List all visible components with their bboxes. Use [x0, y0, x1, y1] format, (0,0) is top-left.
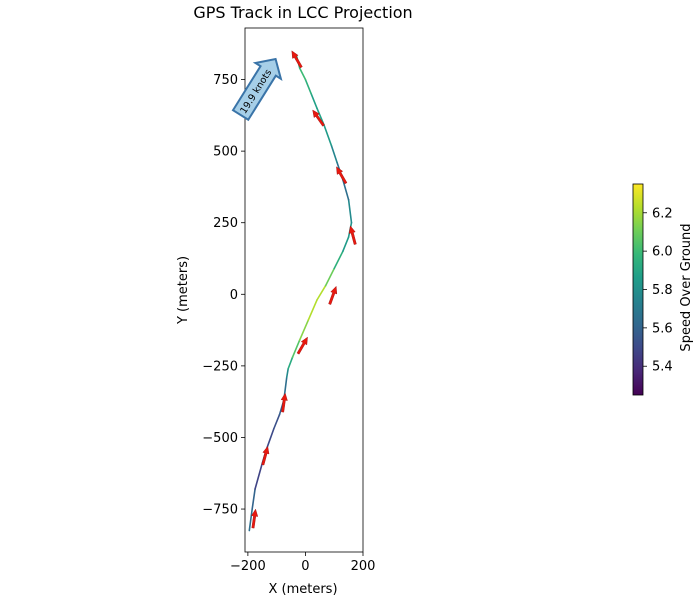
track-segment: [324, 267, 336, 287]
y-axis-label: Y (meters): [176, 256, 191, 325]
colorbar-tick-label: 5.4: [652, 360, 673, 375]
y-axis-ticks: −750 −500 −250 0 250 500 750: [202, 73, 245, 518]
y-tick-label: −500: [202, 431, 238, 446]
heading-arrow: [261, 445, 270, 466]
track-segment: [287, 356, 294, 370]
x-axis-ticks: −200 0 200: [230, 552, 375, 574]
colorbar-tick-label: 5.8: [652, 283, 673, 298]
speed-arrow-shape: [231, 57, 283, 122]
colorbar-tick-label: 6.0: [652, 245, 673, 260]
track-segment: [323, 124, 333, 147]
chart-title: GPS Track in LCC Projection: [193, 3, 412, 22]
heading-arrow: [291, 50, 303, 69]
y-tick-label: 750: [213, 73, 238, 88]
colorbar: 5.4 5.6 5.8 6.0 6.2 Speed Over Ground: [632, 183, 694, 396]
track-segment: [272, 413, 281, 430]
colorbar-tick-label: 6.2: [652, 206, 673, 221]
track-segment: [316, 284, 327, 301]
heading-arrow: [328, 285, 338, 305]
track-segment: [248, 508, 253, 532]
track-segment: [298, 319, 310, 341]
colorbar-ticks: 5.4 5.6 5.8 6.0 6.2: [643, 206, 673, 375]
heading-arrow: [336, 166, 348, 185]
x-axis-label: X (meters): [268, 582, 337, 597]
track-segment: [310, 93, 318, 109]
track-segment: [304, 78, 312, 95]
track-segment: [265, 428, 275, 450]
y-tick-label: 0: [230, 288, 238, 303]
heading-arrow: [348, 225, 357, 245]
heading-arrow: [296, 336, 308, 355]
track-segment: [330, 144, 338, 164]
track-segment: [347, 199, 353, 224]
x-tick-label: 200: [351, 559, 376, 574]
track-segment: [333, 250, 344, 270]
track-segment: [342, 236, 350, 253]
y-tick-label: −750: [202, 503, 238, 518]
colorbar-label: Speed Over Ground: [679, 223, 694, 351]
y-tick-label: −250: [202, 359, 238, 374]
track-segment: [251, 488, 256, 510]
track-segment: [342, 178, 350, 201]
heading-arrow: [251, 508, 259, 529]
x-tick-label: 0: [301, 559, 309, 574]
plot-area: 19.9 knots −200 0 200 −750−500−25002505007…: [202, 27, 375, 574]
y-tick-label: 250: [213, 216, 238, 231]
heading-arrows: [251, 50, 357, 529]
x-tick-label: −200: [230, 559, 266, 574]
y-tick-label: 500: [213, 145, 238, 160]
heading-arrow: [312, 109, 325, 127]
colorbar-gradient: [632, 183, 644, 396]
track-segment: [307, 299, 318, 321]
track-segment: [285, 367, 289, 379]
plot-frame: [244, 27, 364, 553]
track-segment: [298, 67, 307, 81]
colorbar-tick-label: 5.6: [652, 321, 673, 336]
heading-arrow: [280, 392, 288, 413]
track-segment: [291, 339, 301, 359]
track-segment: [254, 462, 264, 490]
